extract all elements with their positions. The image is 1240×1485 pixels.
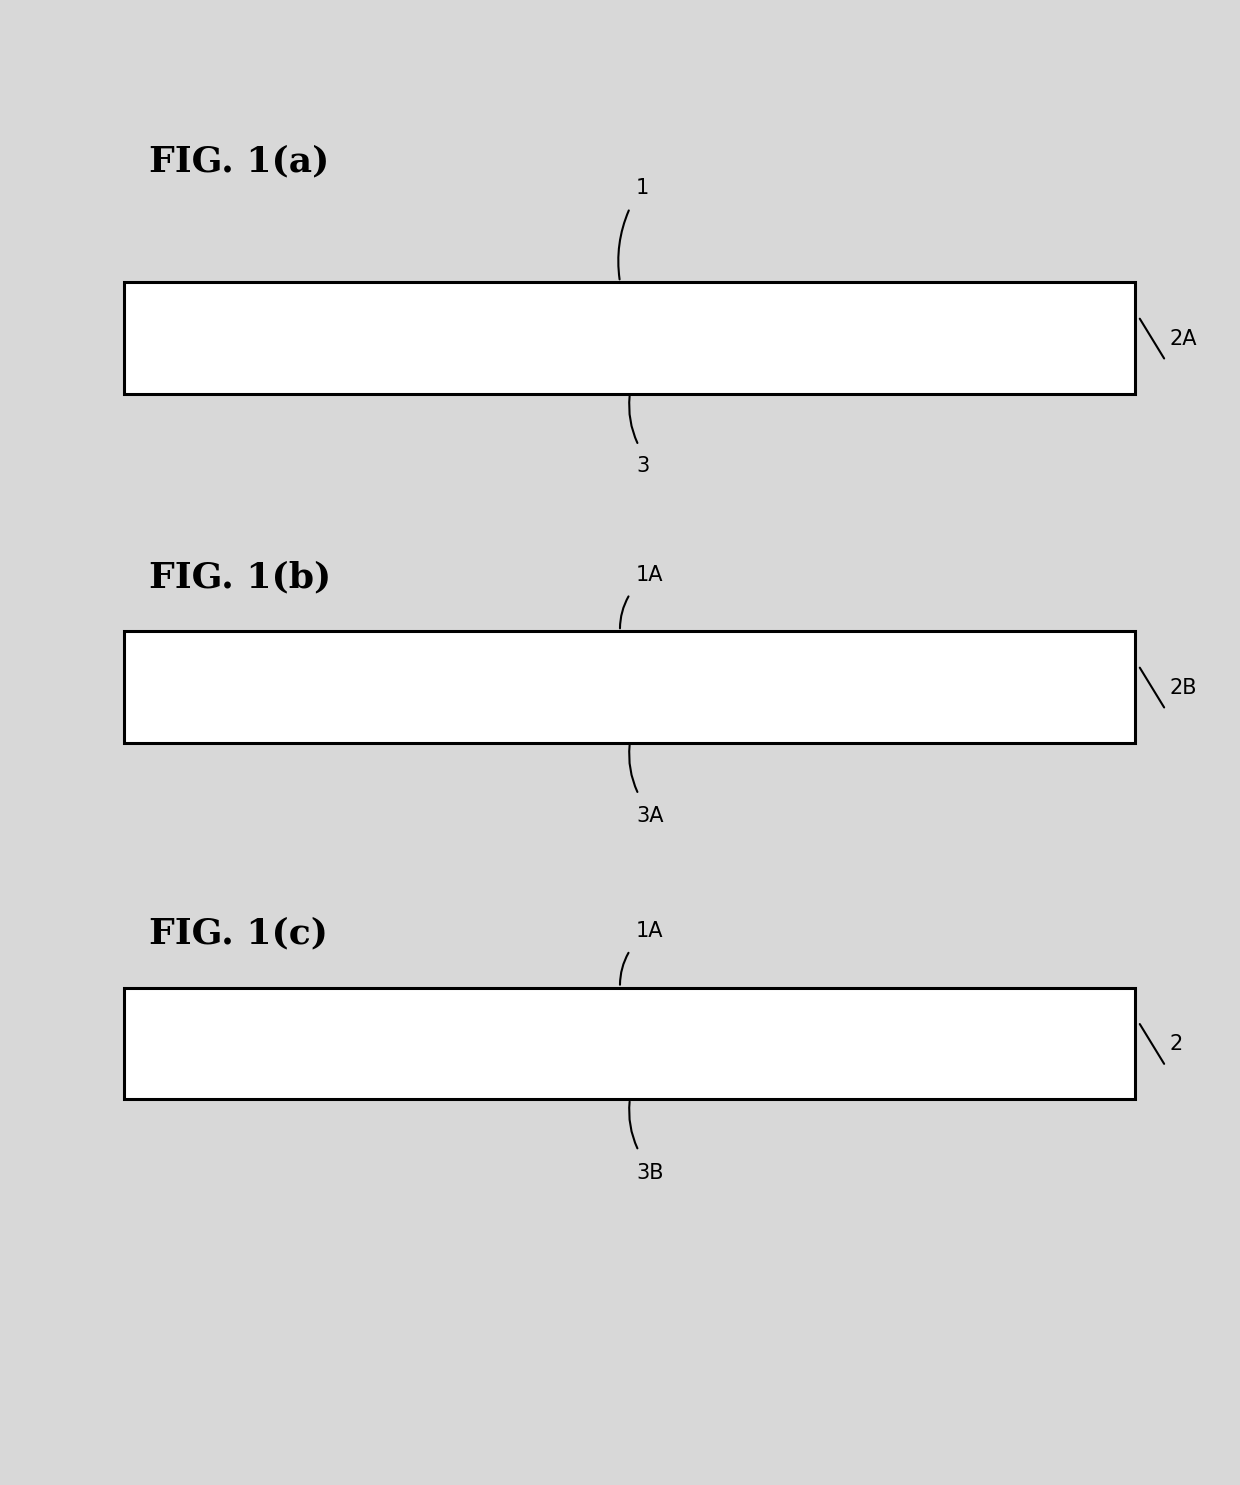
Text: 3B: 3B bbox=[636, 1163, 663, 1182]
Text: 2B: 2B bbox=[1169, 677, 1197, 698]
Bar bbox=[124, 631, 1135, 742]
Text: FIG. 1(c): FIG. 1(c) bbox=[149, 916, 327, 950]
Bar bbox=[124, 988, 1135, 1099]
Text: 2: 2 bbox=[1169, 1034, 1183, 1054]
Text: FIG. 1(a): FIG. 1(a) bbox=[149, 144, 329, 178]
Text: 1: 1 bbox=[636, 178, 650, 198]
Bar bbox=[124, 282, 1135, 394]
Text: 2A: 2A bbox=[1169, 328, 1197, 349]
Text: FIG. 1(b): FIG. 1(b) bbox=[149, 560, 331, 594]
Text: 3: 3 bbox=[636, 456, 650, 475]
Text: 1A: 1A bbox=[636, 922, 663, 941]
Text: 1A: 1A bbox=[636, 566, 663, 585]
Text: 3A: 3A bbox=[636, 806, 663, 826]
